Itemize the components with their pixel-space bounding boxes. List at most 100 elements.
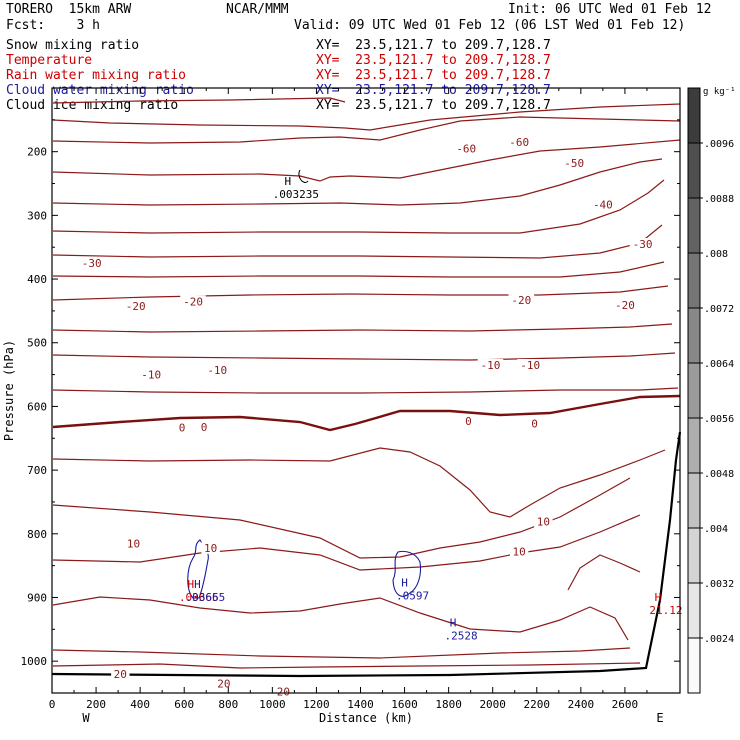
- field-xy-range: XY= 23.5,121.7 to 209.7,128.7: [316, 83, 551, 98]
- contour-label: 0: [531, 418, 538, 431]
- isotherm-line: [52, 179, 665, 234]
- contour-label: 0: [201, 421, 208, 434]
- contour-label: 0: [179, 421, 186, 434]
- contour-label-bg: [534, 515, 553, 528]
- colorbar-segment: [688, 363, 700, 419]
- y-tick-label: 500: [27, 337, 47, 350]
- forecast-hour: Fcst: 3 h: [6, 18, 100, 33]
- isotherm-line: [52, 352, 676, 361]
- contour-label-bg: [176, 421, 188, 434]
- isotherm-line: [52, 158, 663, 206]
- contour-label-bg: [78, 257, 105, 270]
- x-tick-label: 1600: [391, 698, 418, 711]
- isotherm-line: [567, 554, 641, 591]
- contour-label: 0: [465, 415, 472, 428]
- contour-label-bg: [528, 417, 541, 430]
- y-tick-label: 700: [27, 464, 47, 477]
- colorbar-tick-label: .0088: [704, 194, 734, 205]
- y-tick-label: 400: [27, 273, 47, 286]
- x-tick-label: 1200: [303, 698, 330, 711]
- contour-label: -10: [207, 364, 227, 377]
- contour-label-bg: [508, 294, 535, 307]
- maximum-value: 21.12: [649, 604, 682, 617]
- maximum-value: .0597: [396, 589, 429, 602]
- contour-label-bg: [124, 537, 143, 550]
- field-name: Rain water mixing ratio: [6, 68, 187, 83]
- plot-frame: [51, 87, 681, 694]
- contour-label-bg: [506, 136, 532, 149]
- isotherm-line: [52, 224, 663, 259]
- contour-label: -20: [511, 294, 531, 307]
- contour-label: -30: [82, 257, 102, 270]
- terrain-line: [51, 431, 682, 678]
- field-name: Cloud water mixing ratio: [6, 83, 194, 98]
- colorbar-tick-label: .0056: [704, 414, 734, 425]
- colorbar-segment: [688, 308, 700, 364]
- contour-label-bg: [201, 541, 220, 554]
- colorbar-tick-label: .0064: [704, 359, 734, 370]
- colorbar: .0096 .0088 .008 .0072 .0064 .0056 .0048 .004 .0…: [687, 87, 736, 694]
- x-tick-label: 2200: [524, 698, 551, 711]
- contour-label-bg: [517, 359, 543, 372]
- temperature-contours: [51, 97, 682, 678]
- isotherm-line: [52, 323, 673, 333]
- colorbar-units: g kg⁻¹: [703, 87, 736, 97]
- field-xy-range: XY= 23.5,121.7 to 209.7,128.7: [316, 38, 551, 53]
- contour-label: 20: [277, 686, 290, 699]
- contour-label: -10: [481, 359, 501, 372]
- colorbar-segment: [688, 143, 700, 199]
- colorbar-tick-label: .0024: [704, 634, 734, 645]
- maximum-value: .003235: [273, 188, 319, 201]
- chart-marks: -60 -60 -50 -40 -30 -30 -20 -20 -20 -20 -10 -10 -10 -…: [78, 136, 683, 699]
- colorbar-tick-label: .0032: [704, 579, 734, 590]
- contour-label: -60: [509, 136, 529, 149]
- isotherm-line: [52, 97, 346, 104]
- isotherm-line: [52, 447, 666, 518]
- x-tick-label: 1800: [435, 698, 462, 711]
- chart-axes: 0 200 400 600 800 1000 1200 1400 1600 1800 2000 220…: [2, 87, 681, 725]
- contour-label: 20: [114, 668, 127, 681]
- x-tick-label: 2400: [568, 698, 595, 711]
- maximum-value: .2528: [444, 629, 477, 642]
- model-title: TORERO 15km ARW: [6, 2, 132, 17]
- east-label: E: [656, 711, 663, 725]
- x-tick-label: 200: [86, 698, 106, 711]
- valid-time: Valid: 09 UTC Wed 01 Feb 12 (06 LST Wed …: [294, 18, 686, 33]
- x-tick-label: 2000: [479, 698, 506, 711]
- contour-label: -10: [141, 369, 161, 382]
- contour-label-bg: [204, 364, 231, 377]
- colorbar-tick-label: .004: [704, 524, 728, 535]
- contour-label-bg: [214, 677, 234, 690]
- colorbar-tick-label: .0048: [704, 469, 734, 480]
- x-tick-label: 400: [130, 698, 150, 711]
- contour-label: -40: [593, 199, 613, 212]
- isotherm-line: [52, 139, 681, 182]
- y-tick-label: 300: [27, 209, 47, 222]
- center-label: NCAR/MMM: [226, 2, 289, 17]
- maximum-marker: H: [401, 576, 408, 589]
- contour-label-bg: [122, 299, 149, 312]
- contour-label: 20: [217, 677, 230, 690]
- x-tick-label: 1000: [259, 698, 286, 711]
- contour-label: -50: [564, 157, 584, 170]
- colorbar-segment: [688, 253, 700, 309]
- contour-label-bg: [111, 667, 130, 680]
- snow-outline: [298, 169, 309, 183]
- x-tick-label: 800: [218, 698, 238, 711]
- isotherm-line: [52, 387, 679, 394]
- colorbar-tick-label: .0096: [704, 139, 734, 150]
- contour-label: -20: [615, 299, 635, 312]
- west-label: W: [82, 711, 90, 725]
- isotherm-line: [52, 662, 641, 669]
- contour-label: -20: [183, 295, 203, 308]
- maximum-marker: H: [655, 591, 662, 604]
- isotherm-line: [52, 116, 681, 144]
- field-xy-range: XY= 23.5,121.7 to 209.7,128.7: [316, 98, 551, 113]
- contour-label-bg: [561, 157, 588, 170]
- colorbar-tick-label: .008: [704, 249, 728, 260]
- maximum-value: .03665: [179, 591, 219, 604]
- contour-label: 10: [537, 516, 550, 529]
- x-tick-label: 1400: [347, 698, 374, 711]
- colorbar-segment: [688, 198, 700, 254]
